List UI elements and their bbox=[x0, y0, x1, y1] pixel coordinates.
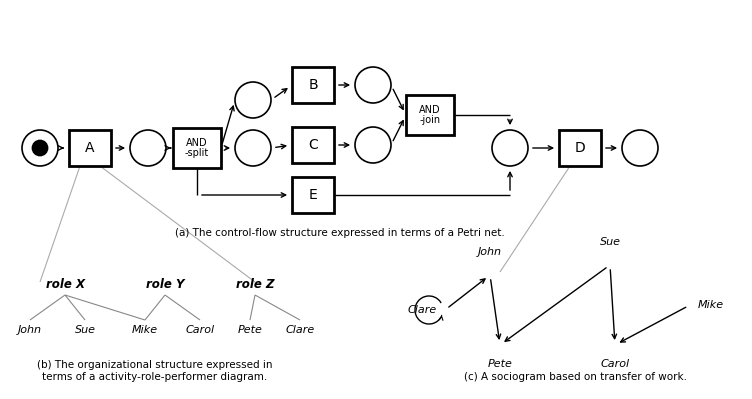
Text: AND
-split: AND -split bbox=[185, 138, 209, 158]
Text: Pete: Pete bbox=[238, 325, 262, 335]
Text: John: John bbox=[478, 247, 502, 257]
Text: B: B bbox=[308, 78, 318, 92]
Text: Sue: Sue bbox=[599, 237, 620, 247]
Text: Pete: Pete bbox=[487, 359, 512, 369]
Text: E: E bbox=[308, 188, 317, 202]
Text: AND
-join: AND -join bbox=[419, 105, 441, 125]
Text: Mike: Mike bbox=[132, 325, 158, 335]
Text: role X: role X bbox=[46, 279, 84, 292]
Text: Mike: Mike bbox=[698, 300, 724, 310]
Text: (c) A sociogram based on transfer of work.: (c) A sociogram based on transfer of wor… bbox=[463, 372, 687, 382]
Circle shape bbox=[32, 140, 47, 156]
Text: Carol: Carol bbox=[600, 359, 629, 369]
Bar bbox=[406, 95, 454, 135]
Text: role Z: role Z bbox=[235, 279, 274, 292]
Text: D: D bbox=[575, 141, 585, 155]
Bar bbox=[559, 130, 601, 166]
Bar bbox=[292, 67, 334, 103]
Text: (b) The organizational structure expressed in
terms of a activity-role-performer: (b) The organizational structure express… bbox=[38, 360, 273, 381]
Bar bbox=[69, 130, 111, 166]
Text: (a) The control-flow structure expressed in terms of a Petri net.: (a) The control-flow structure expressed… bbox=[175, 228, 505, 238]
Text: A: A bbox=[85, 141, 95, 155]
Text: John: John bbox=[18, 325, 42, 335]
Text: Clare: Clare bbox=[285, 325, 314, 335]
Bar bbox=[173, 128, 221, 168]
Text: Clare: Clare bbox=[408, 305, 437, 315]
Bar bbox=[292, 127, 334, 163]
Text: role Y: role Y bbox=[146, 279, 184, 292]
Bar bbox=[292, 177, 334, 213]
Text: C: C bbox=[308, 138, 318, 152]
Text: Sue: Sue bbox=[74, 325, 96, 335]
Text: Carol: Carol bbox=[186, 325, 214, 335]
